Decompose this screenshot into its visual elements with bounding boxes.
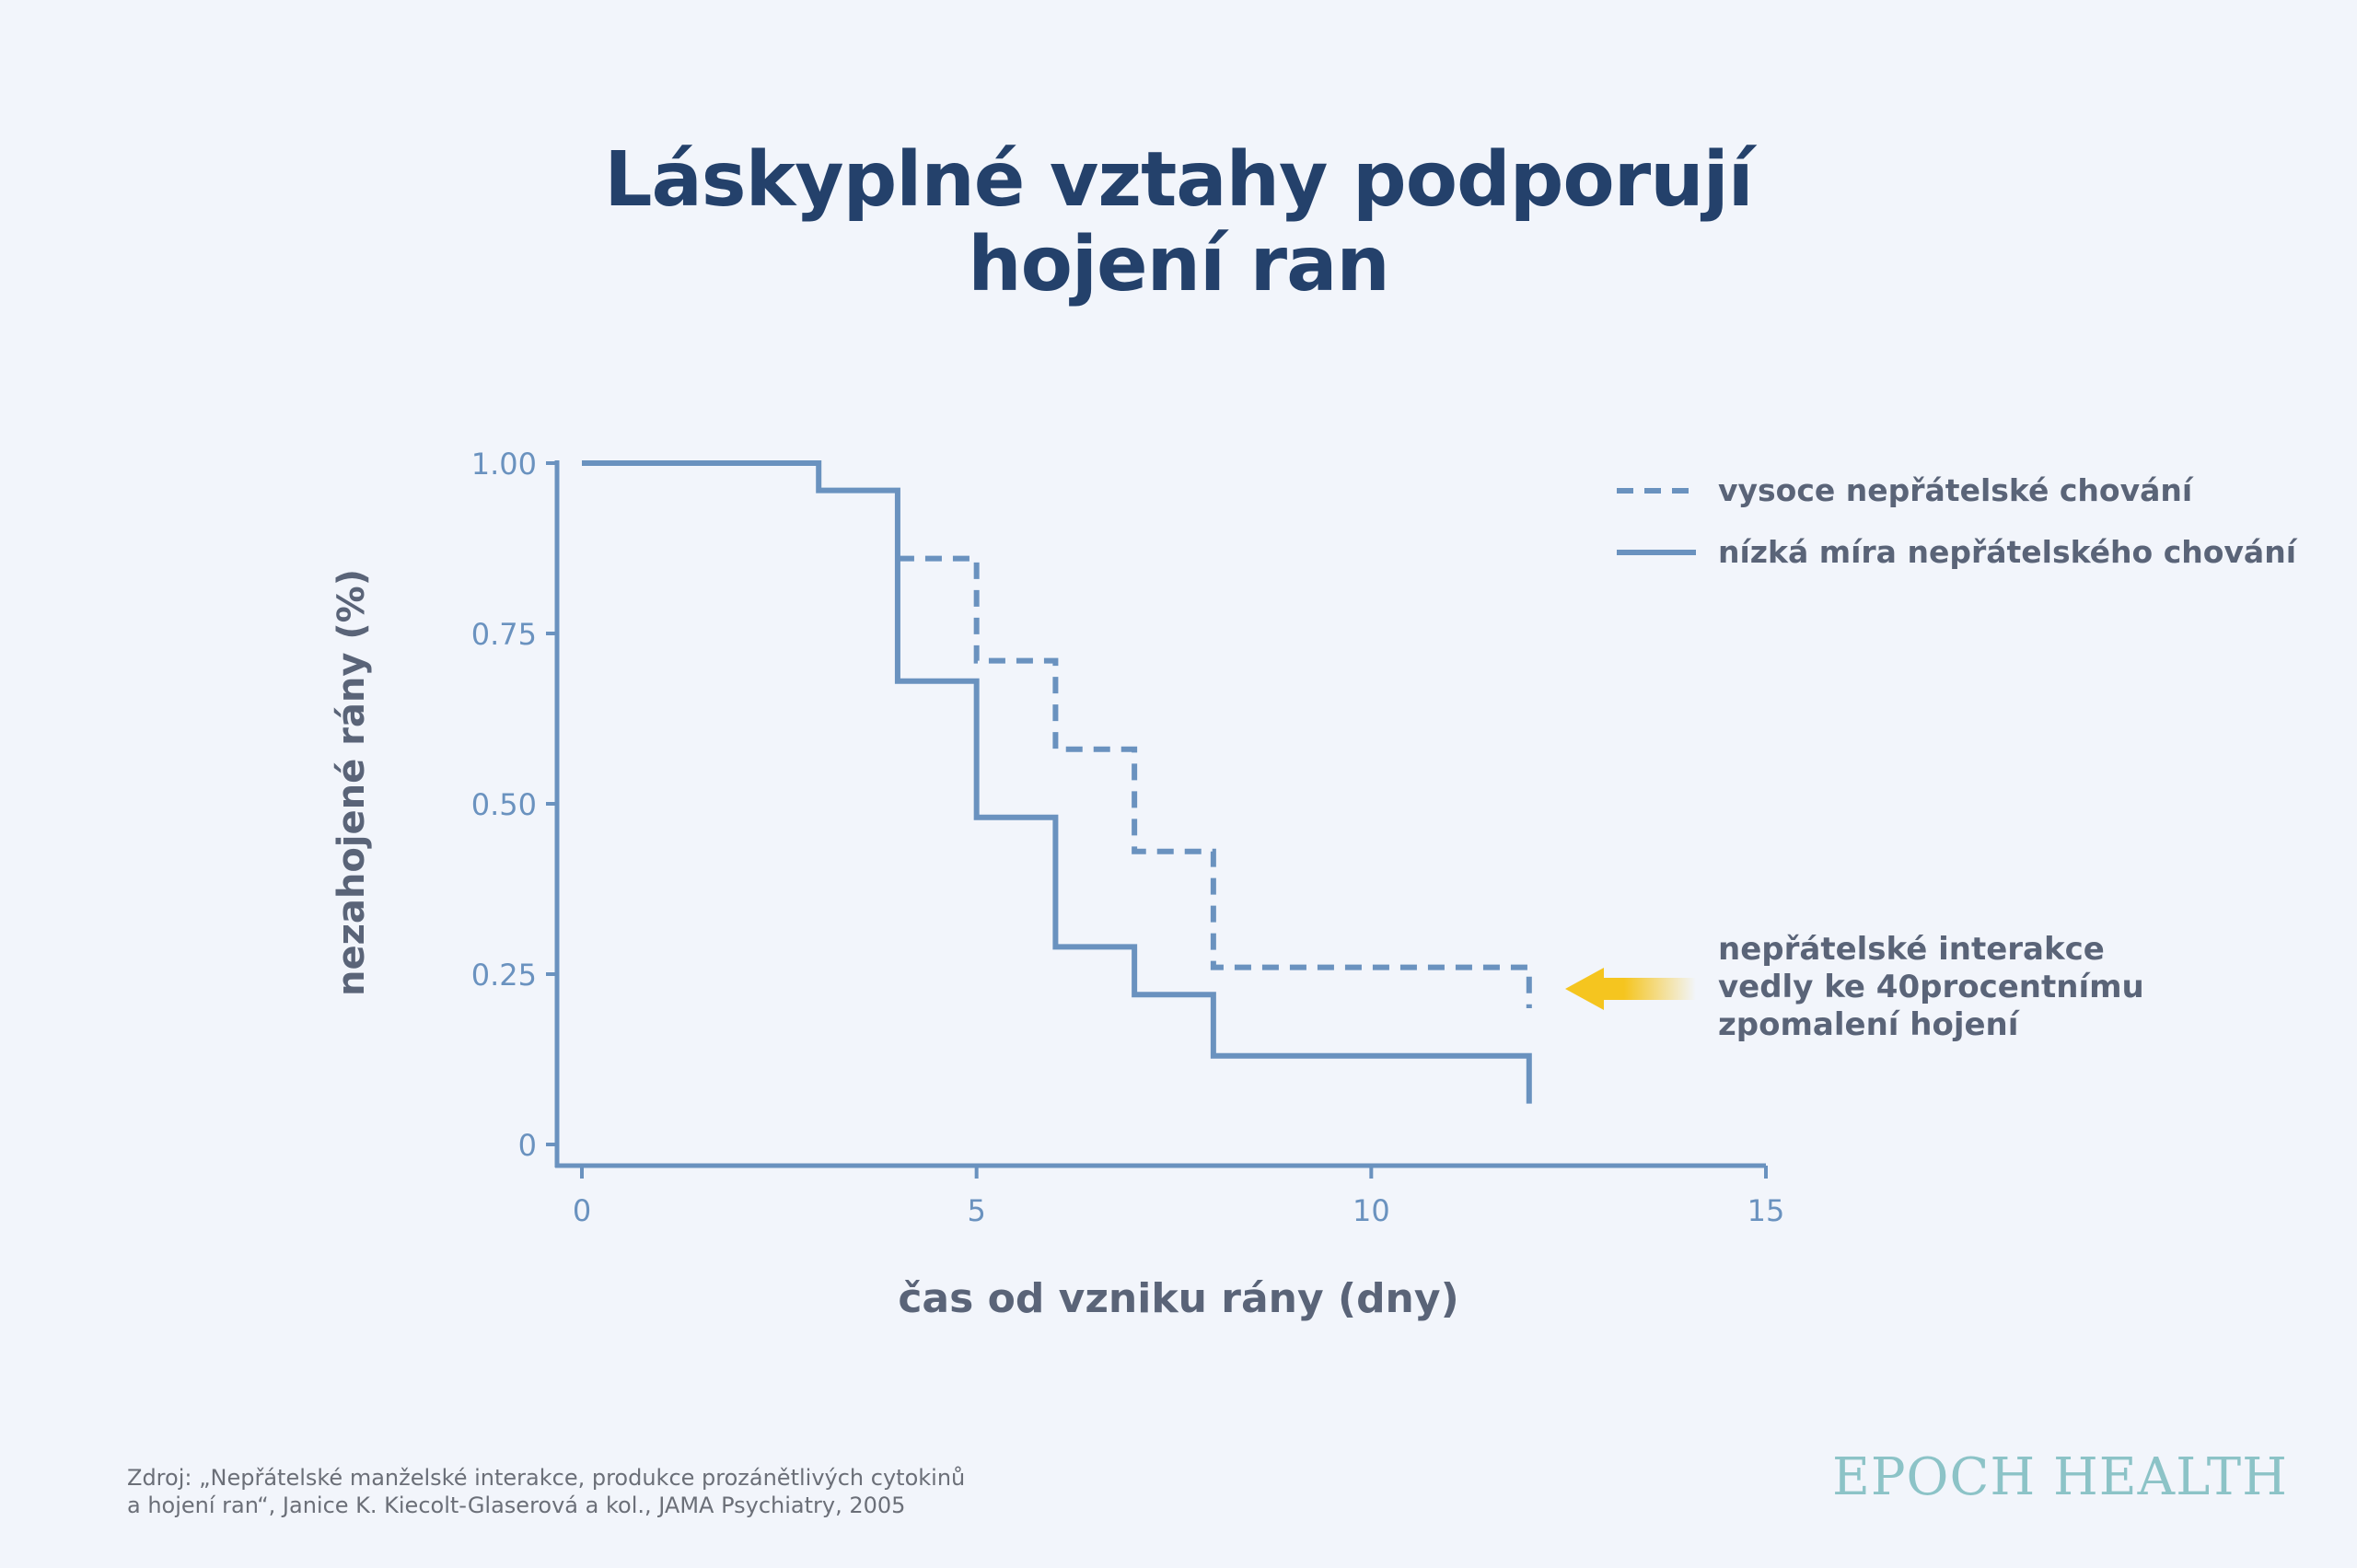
legend-item-solid: nízká míra nepřátelského chování <box>1617 534 2298 570</box>
source-line-1: Zdroj: „Nepřátelské manželské interakce,… <box>127 1465 966 1491</box>
annotation-line-2: vedly ke 40procentnímu <box>1718 969 2144 1005</box>
series-line-low-hostility <box>582 460 1532 1104</box>
annotation: nepřátelské interakce vedly ke 40procent… <box>1565 931 2155 1043</box>
x-axis-label: čas od vzniku rány (dny) <box>898 1275 1458 1322</box>
x-axis: 0 5 10 15 <box>555 1163 1785 1228</box>
y-axis: 1.00 0.75 0.50 0.25 0 <box>471 447 560 1167</box>
x-tick-label: 15 <box>1747 1193 1785 1228</box>
chart-title-line-2: hojení ran <box>968 221 1390 308</box>
epoch-health-logo: EPOCH HEALTH <box>1832 1447 2288 1507</box>
y-tick-label: 0.75 <box>471 617 537 652</box>
annotation-text: nepřátelské interakce vedly ke 40procent… <box>1718 931 2155 1043</box>
x-tick-label: 5 <box>967 1193 985 1228</box>
chart-title: Láskyplné vztahy podporují hojení ran <box>0 138 2357 308</box>
y-axis-label: nezahojené rány (%) <box>331 569 373 996</box>
source-note: Zdroj: „Nepřátelské manželské interakce,… <box>127 1464 965 1519</box>
source-line-2: a hojení ran“, Janice K. Kiecolt-Glasero… <box>127 1493 906 1518</box>
y-tick-label: 1.00 <box>471 447 537 482</box>
y-tick-label: 0.50 <box>471 787 537 822</box>
chart-title-line-1: Láskyplné vztahy podporují <box>604 136 1754 224</box>
y-tick-label: 0.25 <box>471 958 537 993</box>
annotation-line-3: zpomalení hojení <box>1718 1006 2021 1043</box>
series-line-high-hostility <box>897 555 1532 1008</box>
annotation-arrow <box>1565 968 1696 1010</box>
legend-item-dashed: vysoce nepřátelské chování <box>1617 472 2194 508</box>
legend-label-solid: nízká míra nepřátelského chování <box>1718 534 2298 570</box>
y-tick-label: 0 <box>518 1128 537 1163</box>
legend-label-dashed: vysoce nepřátelské chování <box>1718 472 2194 508</box>
x-tick-label: 0 <box>573 1193 591 1228</box>
x-tick-label: 10 <box>1353 1193 1390 1228</box>
series-group <box>582 460 1532 1104</box>
annotation-line-1: nepřátelské interakce <box>1718 931 2105 968</box>
legend: vysoce nepřátelské chování nízká míra ne… <box>1617 472 2298 570</box>
